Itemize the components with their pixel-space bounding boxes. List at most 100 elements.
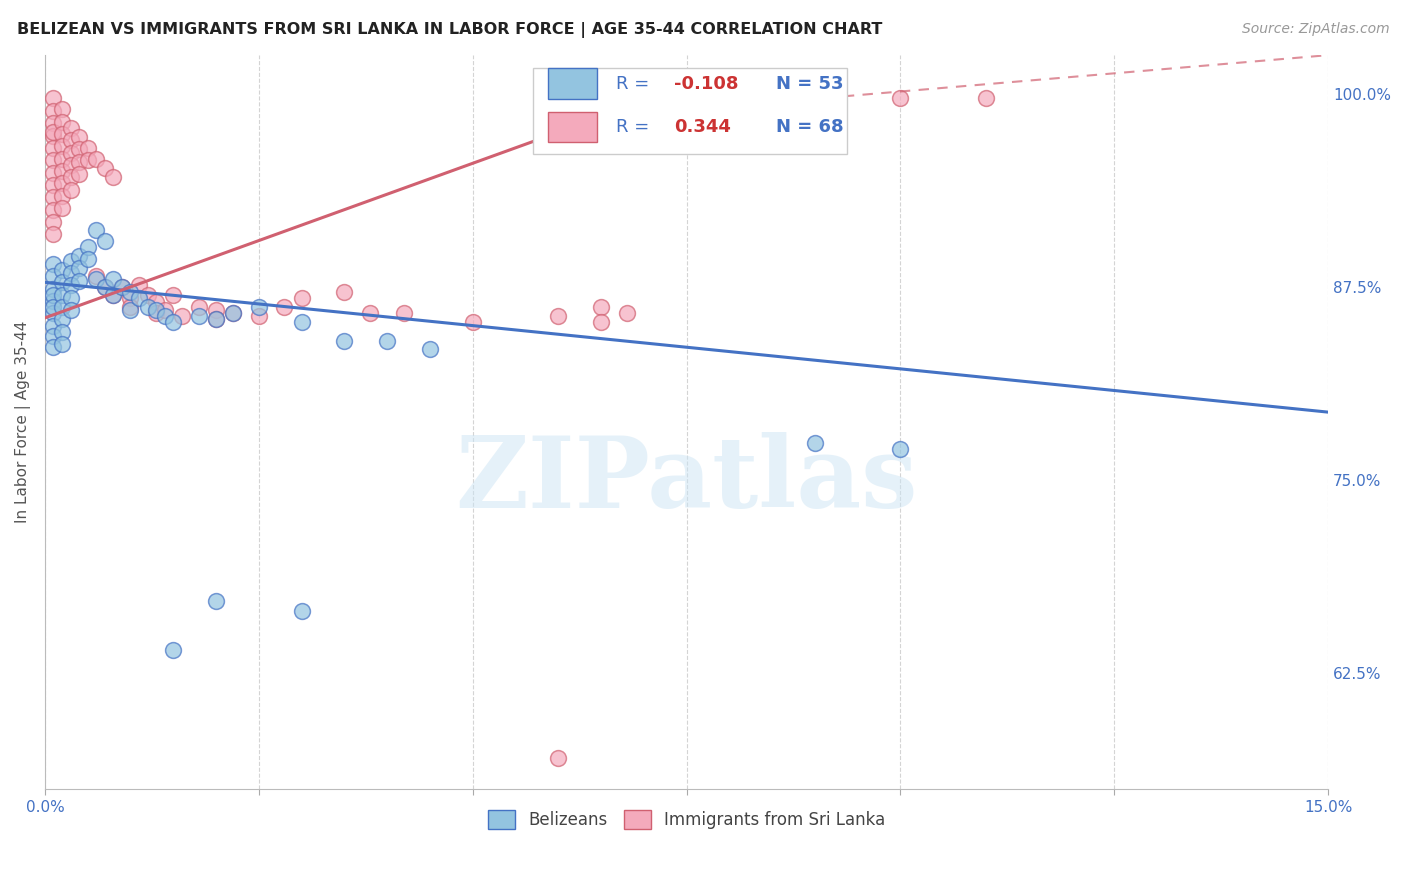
Point — [94, 280, 117, 294]
Point — [51, 164, 73, 178]
Point — [804, 436, 827, 450]
Point — [145, 303, 167, 318]
Point — [51, 201, 73, 215]
Point — [290, 316, 312, 330]
Point — [51, 188, 73, 202]
Point — [84, 152, 107, 166]
Point — [589, 300, 612, 314]
Point — [51, 139, 73, 153]
Point — [67, 154, 90, 169]
Point — [59, 133, 82, 147]
Point — [111, 280, 134, 294]
Point — [290, 605, 312, 619]
Point — [51, 177, 73, 191]
Point — [59, 120, 82, 135]
Point — [42, 128, 65, 143]
Point — [67, 167, 90, 181]
Point — [59, 291, 82, 305]
Point — [51, 312, 73, 326]
Point — [76, 252, 98, 267]
Point — [375, 334, 398, 348]
Point — [333, 285, 356, 299]
Point — [145, 295, 167, 310]
Bar — [548, 112, 596, 143]
Point — [42, 287, 65, 301]
Point — [42, 215, 65, 229]
Point — [42, 178, 65, 192]
Point — [67, 143, 90, 157]
Point — [67, 130, 90, 145]
Point — [128, 291, 150, 305]
Point — [42, 257, 65, 271]
Point — [153, 303, 176, 318]
Point — [42, 202, 65, 217]
Point — [103, 287, 125, 301]
Point — [42, 318, 65, 333]
Point — [67, 274, 90, 288]
Point — [76, 141, 98, 155]
Point — [120, 300, 142, 314]
Point — [51, 152, 73, 166]
Legend: Belizeans, Immigrants from Sri Lanka: Belizeans, Immigrants from Sri Lanka — [481, 804, 891, 836]
Point — [616, 306, 638, 320]
Y-axis label: In Labor Force | Age 35-44: In Labor Force | Age 35-44 — [15, 321, 31, 524]
Point — [51, 102, 73, 116]
Text: 0.344: 0.344 — [673, 118, 731, 136]
Text: Source: ZipAtlas.com: Source: ZipAtlas.com — [1241, 22, 1389, 37]
Point — [222, 306, 245, 320]
Point — [120, 285, 142, 299]
Point — [42, 103, 65, 118]
Point — [42, 116, 65, 130]
Point — [51, 127, 73, 141]
Point — [94, 280, 117, 294]
Point — [333, 334, 356, 348]
Point — [42, 190, 65, 204]
Text: -0.108: -0.108 — [673, 75, 738, 93]
Point — [42, 340, 65, 354]
Point — [59, 170, 82, 185]
Point — [59, 266, 82, 280]
Point — [51, 263, 73, 277]
Point — [205, 312, 228, 326]
Point — [67, 249, 90, 263]
Point — [162, 643, 184, 657]
Point — [889, 442, 911, 457]
Point — [59, 145, 82, 160]
Point — [59, 278, 82, 293]
Point — [153, 310, 176, 324]
Point — [136, 300, 159, 314]
Point — [59, 183, 82, 197]
Point — [889, 91, 911, 105]
Point — [84, 223, 107, 237]
Point — [392, 306, 415, 320]
Point — [187, 310, 209, 324]
Point — [359, 306, 381, 320]
Text: N = 68: N = 68 — [776, 118, 844, 136]
Point — [273, 300, 295, 314]
Point — [162, 316, 184, 330]
Point — [67, 261, 90, 276]
Point — [59, 158, 82, 172]
Point — [247, 300, 270, 314]
Point — [128, 278, 150, 293]
Point — [76, 153, 98, 168]
Point — [42, 281, 65, 295]
Point — [84, 272, 107, 286]
Point — [589, 316, 612, 330]
Point — [42, 153, 65, 168]
Point — [42, 227, 65, 242]
Point — [51, 300, 73, 314]
Point — [205, 593, 228, 607]
Point — [247, 310, 270, 324]
Point — [84, 269, 107, 284]
Point — [120, 303, 142, 318]
Point — [51, 114, 73, 128]
Point — [42, 306, 65, 320]
Point — [103, 170, 125, 185]
Point — [59, 303, 82, 318]
Point — [222, 306, 245, 320]
Text: R =: R = — [616, 118, 655, 136]
Text: N = 53: N = 53 — [776, 75, 844, 93]
Point — [51, 276, 73, 290]
Point — [51, 337, 73, 351]
